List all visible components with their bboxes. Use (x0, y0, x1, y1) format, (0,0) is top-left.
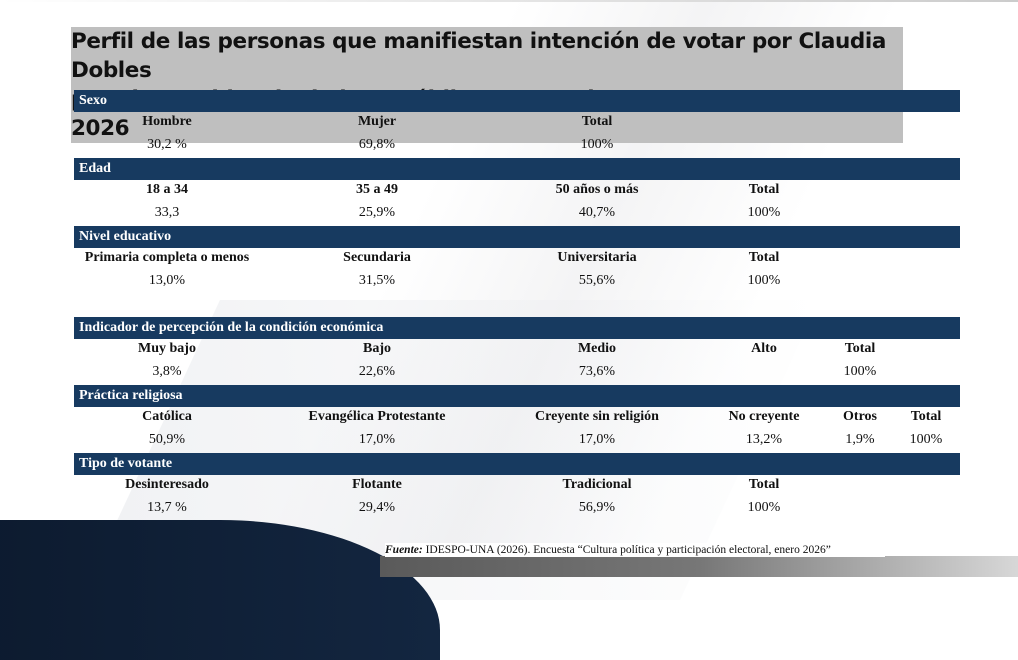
source-note: Fuente: IDESPO-UNA (2026). Encuesta “Cul… (385, 543, 885, 557)
column-label: Total (910, 409, 942, 424)
column-label: Evangélica Protestante (308, 409, 446, 424)
cell-value: 22,6% (358, 364, 396, 379)
column-label: Total (748, 182, 780, 197)
column-label: Hombre (142, 114, 192, 129)
column-label: Total (748, 477, 780, 492)
column-label: Medio (577, 341, 617, 356)
cell-value: 29,4% (358, 500, 396, 515)
source-text: IDESPO-UNA (2026). Encuesta “Cultura pol… (425, 544, 831, 556)
cell-value: 100% (909, 432, 943, 447)
column-label: Total (748, 250, 780, 265)
column-label: Muy bajo (138, 341, 196, 356)
cell-value: 13,2% (745, 432, 783, 447)
column-label: Total (581, 114, 613, 129)
cell-value: 40,7% (578, 205, 616, 220)
cell-value: 13,0% (148, 273, 186, 288)
page-title: Perfil de las personas que manifiestan i… (71, 27, 903, 143)
cell-value: 100% (580, 137, 614, 152)
section-header-sexo: Sexo (74, 90, 960, 112)
cell-value: 69,8% (358, 137, 396, 152)
cell-value: 33,3 (154, 205, 180, 220)
column-label: 50 años o más (555, 182, 639, 197)
column-label: Mujer (357, 114, 397, 129)
column-label: Alto (751, 341, 777, 356)
cell-value: 100% (747, 500, 781, 515)
section-header-edad: Edad (74, 158, 960, 180)
top-line (0, 0, 1018, 2)
column-label: Tradicional (562, 477, 632, 492)
column-label: 18 a 34 (146, 182, 188, 197)
column-label: No creyente (728, 409, 800, 424)
column-label: Bajo (363, 341, 391, 356)
title-line-1: Perfil de las personas que manifiestan i… (71, 29, 886, 83)
column-label: Otros (843, 409, 877, 424)
cell-value: 17,0% (358, 432, 396, 447)
decorative-grey-band (380, 556, 1018, 577)
cell-value: 1,9% (845, 432, 875, 447)
source-label: Fuente: (385, 544, 423, 556)
cell-value: 100% (747, 205, 781, 220)
cell-value: 17,0% (578, 432, 616, 447)
section-header-nivel-educativo: Nivel educativo (74, 226, 960, 248)
column-label: Católica (142, 409, 192, 424)
column-label: Universitaria (557, 250, 637, 265)
section-header-practica-religiosa: Práctica religiosa (74, 385, 960, 407)
column-label: Creyente sin religión (535, 409, 659, 424)
cell-value: 3,8% (152, 364, 182, 379)
column-label: Secundaria (343, 250, 411, 265)
section-header-condicion-economica: Indicador de percepción de la condición … (74, 317, 960, 339)
column-label: Flotante (352, 477, 402, 492)
cell-value: 30,2 % (147, 137, 187, 152)
section-header-tipo-votante: Tipo de votante (74, 453, 960, 475)
cell-value: 50,9% (148, 432, 186, 447)
cell-value: 73,6% (578, 364, 616, 379)
column-label: Total (844, 341, 876, 356)
cell-value: 31,5% (358, 273, 396, 288)
column-label: Desinteresado (125, 477, 209, 492)
column-label: 35 a 49 (356, 182, 398, 197)
column-label: Primaria completa o menos (84, 250, 250, 265)
cell-value: 100% (747, 273, 781, 288)
cell-value: 100% (843, 364, 877, 379)
cell-value: 13,7 % (147, 500, 187, 515)
cell-value: 55,6% (578, 273, 616, 288)
cell-value: 25,9% (358, 205, 396, 220)
cell-value: 56,9% (578, 500, 616, 515)
